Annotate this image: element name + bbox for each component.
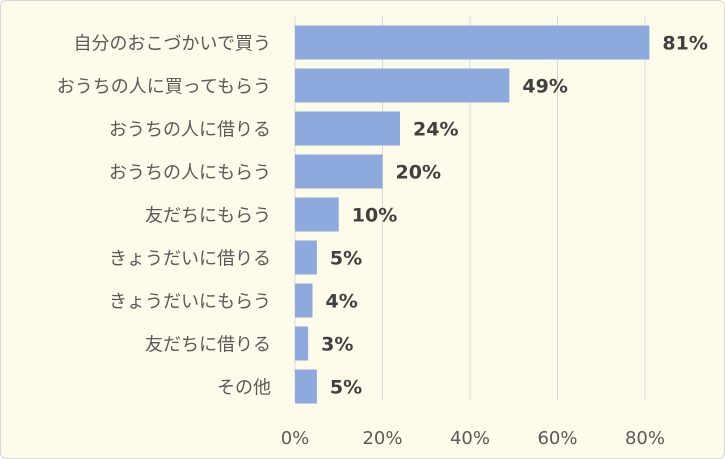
data-label: 81% xyxy=(662,33,707,55)
data-label: 20% xyxy=(396,162,441,184)
x-tick-label: 40% xyxy=(450,428,490,449)
data-label: 10% xyxy=(352,205,397,227)
data-label: 5% xyxy=(330,377,362,399)
category-label: その他 xyxy=(217,378,271,399)
category-label: きょうだいにもらう xyxy=(109,292,271,313)
data-label: 4% xyxy=(326,291,358,313)
bar xyxy=(295,369,317,404)
category-label: おうちの人に買ってもらう xyxy=(57,77,271,98)
data-label: 5% xyxy=(330,248,362,270)
x-tick-label: 20% xyxy=(362,428,402,449)
category-label: おうちの人にもらう xyxy=(109,163,271,184)
bar xyxy=(295,283,313,318)
x-tick-label: 0% xyxy=(281,428,310,449)
data-label: 49% xyxy=(522,76,567,98)
category-label: 友だちに借りる xyxy=(145,335,271,356)
bar xyxy=(295,25,650,60)
bar xyxy=(295,154,383,189)
bar xyxy=(295,326,309,361)
category-label: おうちの人に借りる xyxy=(109,120,271,141)
x-tick-label: 60% xyxy=(537,428,577,449)
bars xyxy=(295,25,650,404)
bar xyxy=(295,197,339,232)
bar xyxy=(295,240,317,275)
data-labels: 81% 49% 24% 20% 10% 5% 4% 3% 5% xyxy=(321,33,708,399)
x-tick-label: 80% xyxy=(625,428,665,449)
category-label: きょうだいに借りる xyxy=(109,249,271,270)
category-label: 友だちにもらう xyxy=(145,206,271,227)
data-label: 3% xyxy=(321,334,353,356)
bar xyxy=(295,68,510,103)
data-label: 24% xyxy=(413,119,458,141)
category-label: 自分のおこづかいで買う xyxy=(74,34,271,55)
bar xyxy=(295,111,400,146)
x-axis-tick-labels: 0% 20% 40% 60% 80% xyxy=(281,428,665,449)
category-labels: 自分のおこづかいで買うおうちの人に買ってもらうおうちの人に借りるおうちの人にもら… xyxy=(57,34,271,399)
